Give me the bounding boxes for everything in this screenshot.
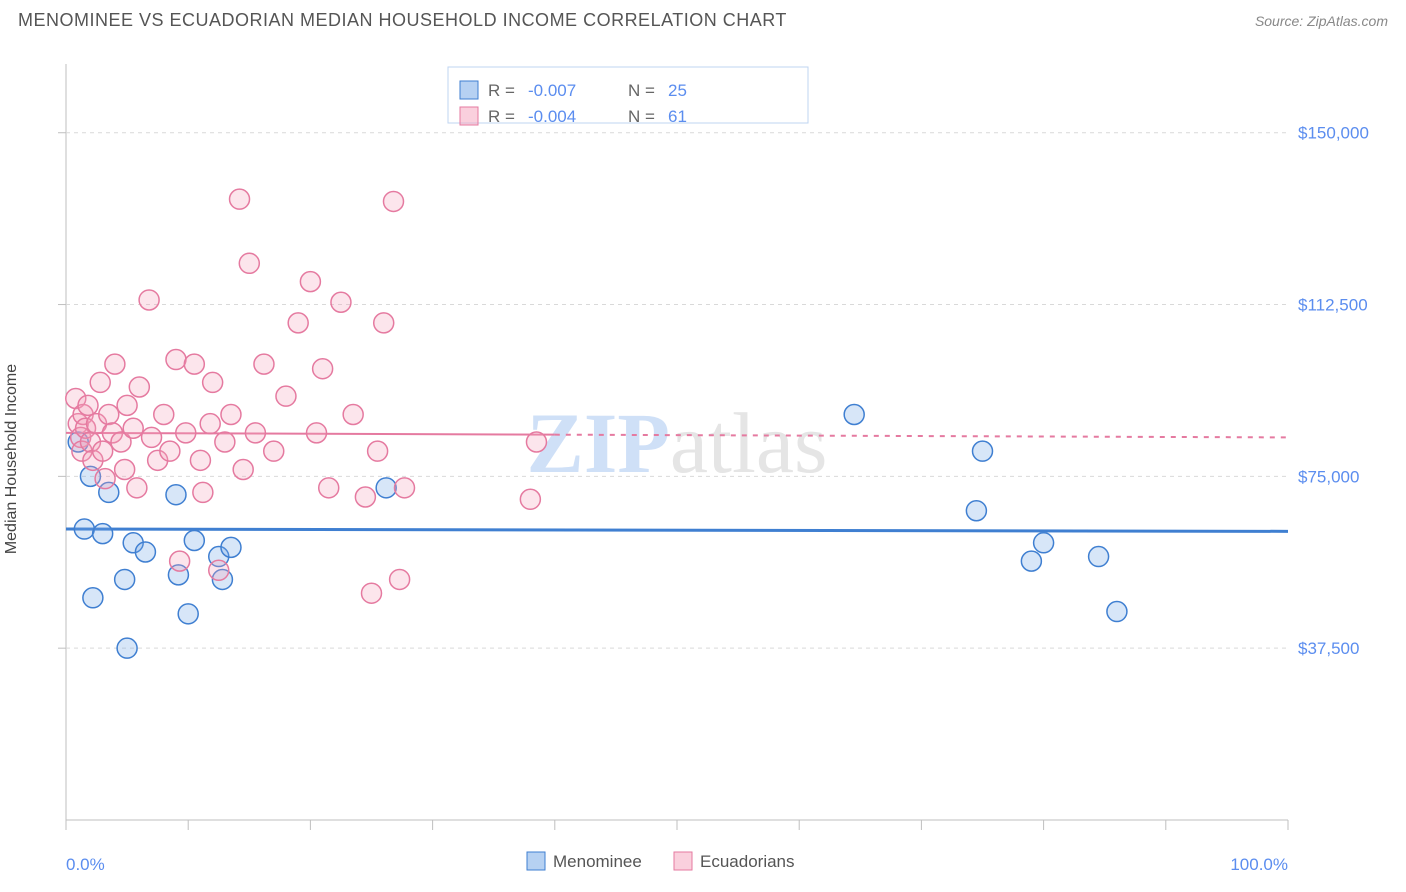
watermark: ZIPatlas [527, 395, 828, 491]
legend-n-label: N = [628, 81, 655, 100]
scatter-point [105, 354, 125, 374]
scatter-point [1089, 547, 1109, 567]
legend-r-value: -0.007 [528, 81, 576, 100]
legend-swatch [460, 81, 478, 99]
scatter-point [390, 569, 410, 589]
scatter-point [209, 560, 229, 580]
scatter-point [117, 395, 137, 415]
trend-line [66, 529, 1288, 531]
y-tick-label: $150,000 [1298, 124, 1369, 143]
scatter-point [184, 354, 204, 374]
scatter-point [93, 441, 113, 461]
scatter-point [135, 542, 155, 562]
scatter-point [362, 583, 382, 603]
scatter-point [254, 354, 274, 374]
chart-title: MENOMINEE VS ECUADORIAN MEDIAN HOUSEHOLD… [18, 10, 787, 31]
scatter-point [166, 485, 186, 505]
legend-n-label: N = [628, 107, 655, 126]
scatter-point [200, 414, 220, 434]
scatter-point [313, 359, 333, 379]
scatter-point [288, 313, 308, 333]
scatter-point [184, 531, 204, 551]
legend-r-value: -0.004 [528, 107, 576, 126]
legend-r-label: R = [488, 81, 515, 100]
scatter-point [154, 405, 174, 425]
legend-swatch [527, 852, 545, 870]
x-axis-label-right: 100.0% [1230, 855, 1288, 874]
y-tick-label: $112,500 [1298, 296, 1368, 315]
scatter-point [93, 524, 113, 544]
scatter-point [383, 191, 403, 211]
scatter-point [74, 519, 94, 539]
scatter-point [83, 588, 103, 608]
scatter-point [368, 441, 388, 461]
scatter-point [142, 427, 162, 447]
scatter-point [331, 292, 351, 312]
legend-series-label: Ecuadorians [700, 852, 795, 871]
legend-n-value: 25 [668, 81, 687, 100]
scatter-point [394, 478, 414, 498]
scatter-point [221, 537, 241, 557]
scatter-point [844, 405, 864, 425]
chart-svg: $150,000 $112,500 $75,000 $37,500 0.0% 100.0%… [18, 44, 1388, 874]
legend-n-value: 61 [668, 107, 687, 126]
scatter-point [376, 478, 396, 498]
scatter-point [973, 441, 993, 461]
scatter-point [276, 386, 296, 406]
chart-container: Median Household Income $150,000$112,500… [18, 44, 1388, 874]
scatter-point [139, 290, 159, 310]
x-axis-label-left: 0.0% [66, 855, 105, 874]
y-tick-label: $75,000 [1298, 467, 1359, 486]
scatter-point [966, 501, 986, 521]
scatter-point [99, 405, 119, 425]
scatter-point [123, 418, 143, 438]
scatter-point [115, 569, 135, 589]
scatter-point [319, 478, 339, 498]
scatter-point [264, 441, 284, 461]
scatter-point [127, 478, 147, 498]
scatter-point [160, 441, 180, 461]
legend-swatch [674, 852, 692, 870]
scatter-point [526, 432, 546, 452]
scatter-point [78, 395, 98, 415]
legend-swatch [460, 107, 478, 125]
scatter-point [300, 272, 320, 292]
scatter-point [176, 423, 196, 443]
scatter-point [170, 551, 190, 571]
scatter-point [1034, 533, 1054, 553]
chart-header: MENOMINEE VS ECUADORIAN MEDIAN HOUSEHOLD… [0, 0, 1406, 37]
scatter-point [355, 487, 375, 507]
scatter-point [221, 405, 241, 425]
scatter-point [239, 253, 259, 273]
scatter-point [203, 372, 223, 392]
scatter-point [307, 423, 327, 443]
legend-r-label: R = [488, 107, 515, 126]
scatter-point [178, 604, 198, 624]
scatter-point [1021, 551, 1041, 571]
scatter-point [95, 469, 115, 489]
scatter-point [520, 489, 540, 509]
chart-source: Source: ZipAtlas.com [1255, 13, 1388, 29]
scatter-point [374, 313, 394, 333]
y-tick-label: $37,500 [1298, 639, 1359, 658]
scatter-point [117, 638, 137, 658]
scatter-point [245, 423, 265, 443]
scatter-point [193, 482, 213, 502]
scatter-point [190, 450, 210, 470]
legend-series-label: Menominee [553, 852, 642, 871]
scatter-point [129, 377, 149, 397]
scatter-point [115, 459, 135, 479]
scatter-point [1107, 602, 1127, 622]
scatter-point [166, 350, 186, 370]
scatter-point [230, 189, 250, 209]
scatter-point [90, 372, 110, 392]
scatter-point [343, 405, 363, 425]
scatter-point [215, 432, 235, 452]
scatter-point [233, 459, 253, 479]
y-axis-label: Median Household Income [3, 364, 21, 554]
